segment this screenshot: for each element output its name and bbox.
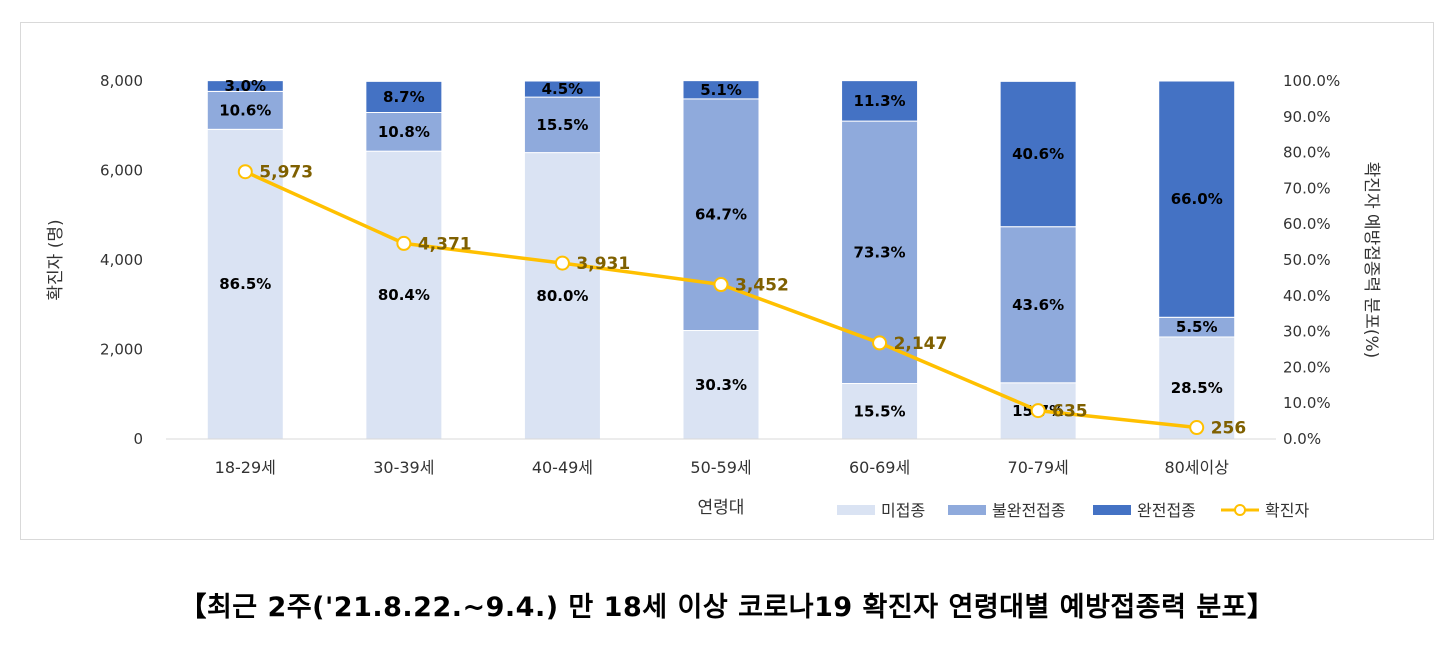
confirmed-label: 3,931 [576, 254, 630, 274]
legend-label: 불완전접종 [992, 501, 1066, 520]
segment-label: 43.6% [1012, 296, 1064, 314]
y2-tick-label: 0.0% [1283, 430, 1321, 448]
y-tick-label: 6,000 [100, 162, 143, 180]
y2-tick-label: 10.0% [1283, 394, 1331, 412]
y2-axis-ticks: 0.0% 10.0% 20.0% 30.0% 40.0% 50.0% 60.0% 70.0% 8… [1283, 72, 1340, 448]
legend: 미접종 불완전접종 완전접종 확진자 [837, 501, 1309, 520]
category-label: 18-29세 [215, 458, 276, 477]
confirmed-label: 3,452 [735, 276, 789, 296]
full-segment [206, 80, 284, 92]
y-axis-title: 확진자 (명) [46, 219, 66, 300]
legend-label: 미접종 [881, 501, 925, 520]
segment-label: 10.8% [378, 123, 430, 141]
y2-tick-label: 70.0% [1283, 179, 1331, 197]
category-labels: 18-29세 30-39세 40-49세 50-59세 60-69세 70-79세 80세이… [215, 458, 1230, 477]
partial-segment [365, 112, 443, 152]
unvaccinated-segment [365, 150, 443, 440]
segment-label: 10.6% [219, 101, 271, 119]
segment-label: 80.0% [536, 287, 588, 305]
legend-swatch-3 [1093, 505, 1131, 515]
confirmed-point [1030, 403, 1046, 419]
confirmed-label: 2,147 [894, 334, 948, 354]
full-segment [841, 80, 919, 122]
legend-swatch-1 [837, 505, 875, 515]
segment-label: 40.6% [1012, 145, 1064, 163]
segment-label: 73.3% [854, 243, 906, 261]
chart-svg: 0 2,000 4,000 6,000 8,000 0.0% 10.0% 20.0% 30.0… [46, 72, 1381, 520]
segment-label: 11.3% [854, 92, 906, 110]
full-segment [365, 80, 443, 114]
legend-label: 확진자 [1265, 501, 1309, 520]
y2-tick-label: 80.0% [1283, 144, 1331, 162]
segment-label: 66.0% [1171, 190, 1223, 208]
confirmed-labels: 5,973 4,371 3,931 3,452 2,147 635 256 [259, 163, 1246, 439]
category-label: 50-59세 [690, 458, 751, 477]
legend-line-marker [1234, 504, 1246, 516]
partial-segment [206, 90, 284, 130]
confirmed-point [713, 277, 729, 293]
segment-label: 8.7% [383, 88, 425, 106]
category-label: 30-39세 [373, 458, 434, 477]
confirmed-label: 5,973 [259, 163, 313, 183]
segment-label: 30.3% [695, 376, 747, 394]
segment-label: 86.5% [219, 275, 271, 293]
y2-tick-label: 100.0% [1283, 72, 1340, 90]
segment-label: 3.0% [224, 77, 266, 95]
category-label: 80세이상 [1164, 458, 1229, 477]
confirmed-label: 4,371 [418, 234, 472, 254]
y-axis-ticks: 0 2,000 4,000 6,000 8,000 [100, 72, 143, 448]
segment-label: 80.4% [378, 286, 430, 304]
full-segment [523, 80, 601, 98]
segment-label: 28.5% [1171, 379, 1223, 397]
partial-segment [999, 226, 1077, 384]
full-segment [1158, 80, 1236, 318]
legend-swatch-2 [948, 505, 986, 515]
confirmed-label: 635 [1052, 402, 1088, 422]
confirmed-label: 256 [1211, 419, 1247, 439]
unvaccinated-segment [206, 128, 284, 440]
category-label: 60-69세 [849, 458, 910, 477]
y2-axis-title: 확진자 예방접종력 분포(%) [1361, 162, 1381, 359]
segment-label: 15.5% [854, 402, 906, 420]
confirmed-point [396, 235, 412, 251]
y2-tick-label: 30.0% [1283, 323, 1331, 341]
chart-frame: 0 2,000 4,000 6,000 8,000 0.0% 10.0% 20.0% 30.0… [20, 22, 1434, 540]
segment-label: 15.5% [536, 116, 588, 134]
segment-label: 4.5% [542, 80, 584, 98]
y2-tick-label: 90.0% [1283, 108, 1331, 126]
confirmed-line [237, 164, 1205, 436]
segment-label: 64.7% [695, 206, 747, 224]
partial-segment [523, 96, 601, 154]
confirmed-point [237, 164, 253, 180]
full-segment [682, 80, 760, 100]
y2-tick-label: 60.0% [1283, 215, 1331, 233]
unvaccinated-segment [523, 152, 601, 440]
y-tick-label: 4,000 [100, 251, 143, 269]
category-label: 70-79세 [1008, 458, 1069, 477]
confirmed-point [872, 335, 888, 351]
segment-label: 5.1% [700, 81, 742, 99]
legend-label: 완전접종 [1137, 501, 1196, 520]
y2-tick-label: 50.0% [1283, 251, 1331, 269]
confirmed-point [1189, 420, 1205, 436]
y-tick-label: 8,000 [100, 72, 143, 90]
y-tick-label: 0 [133, 430, 143, 448]
category-label: 40-49세 [532, 458, 593, 477]
x-axis-title: 연령대 [698, 498, 745, 518]
y2-tick-label: 20.0% [1283, 358, 1331, 376]
y2-tick-label: 40.0% [1283, 287, 1331, 305]
y-tick-label: 2,000 [100, 341, 143, 359]
full-segment [999, 80, 1077, 228]
confirmed-point [554, 255, 570, 271]
segment-label: 5.5% [1176, 318, 1218, 336]
figure-caption: 【최근 2주('21.8.22.~9.4.) 만 18세 이상 코로나19 확진… [179, 592, 1275, 623]
